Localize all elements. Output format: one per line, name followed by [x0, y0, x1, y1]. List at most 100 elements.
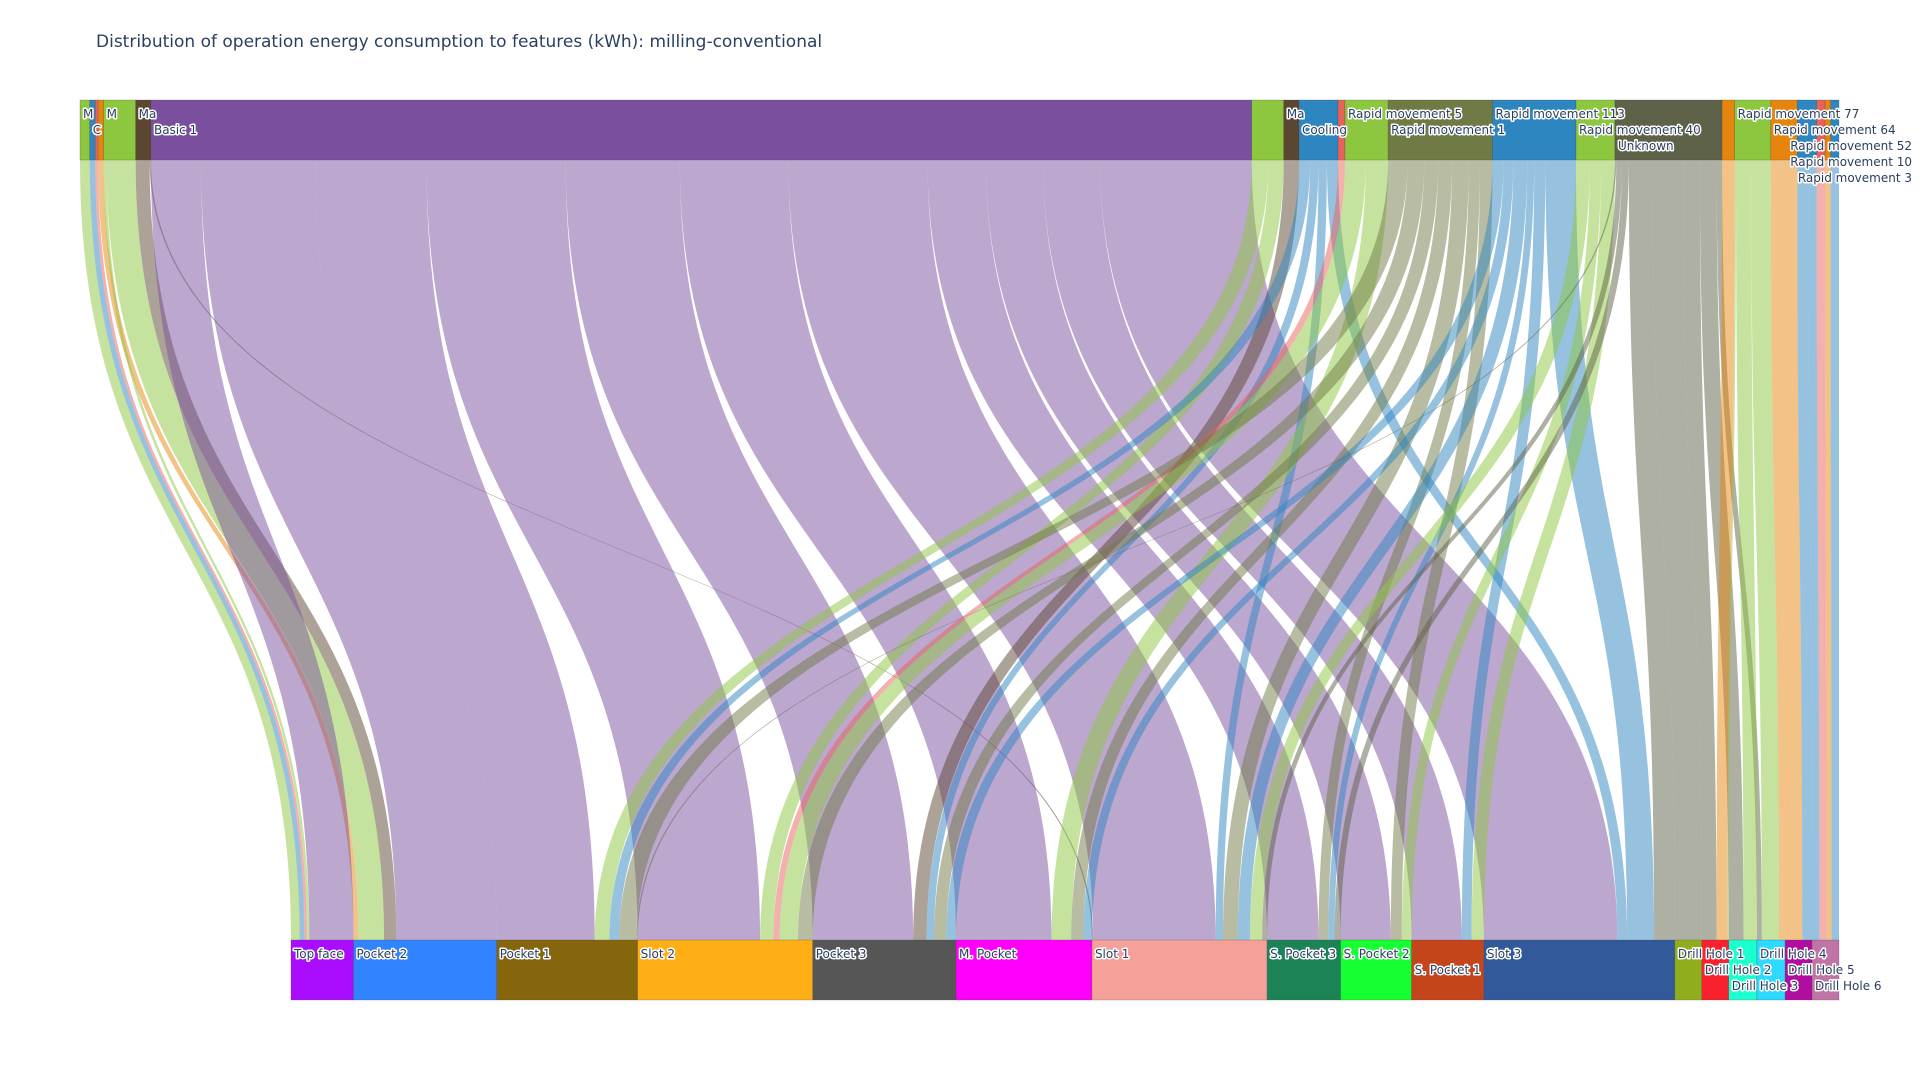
sankey-link[interactable]	[1825, 160, 1832, 940]
sankey-link[interactable]	[1471, 160, 1615, 940]
source-node[interactable]	[1298, 99, 1339, 161]
target-node[interactable]	[353, 939, 497, 1001]
sankey-link[interactable]	[946, 160, 1504, 940]
target-node-label: Drill Hole 2	[1705, 963, 1772, 977]
source-node-label: C	[93, 123, 101, 137]
sankey-link[interactable]	[1042, 160, 1462, 940]
source-node[interactable]	[1721, 99, 1735, 161]
source-node[interactable]	[150, 99, 1252, 161]
sankey-link[interactable]	[1830, 160, 1839, 940]
target-node[interactable]	[1340, 939, 1412, 1001]
sankey-link[interactable]	[798, 160, 1425, 940]
sankey-link[interactable]	[95, 160, 307, 940]
sankey-link[interactable]	[1401, 160, 1602, 940]
source-node-label: Rapid movement 52	[1790, 139, 1912, 153]
sankey-link[interactable]	[1777, 160, 1803, 940]
source-node[interactable]	[1575, 99, 1616, 161]
sankey-link[interactable]	[1716, 160, 1762, 940]
sankey-link[interactable]	[609, 160, 1311, 940]
source-node-label: Ma	[1287, 107, 1305, 121]
sankey-link[interactable]	[1683, 160, 1717, 940]
target-node-label: Drill Hole 4	[1760, 947, 1827, 961]
sankey-link[interactable]	[1628, 160, 1675, 940]
sankey-link[interactable]	[1083, 160, 1514, 940]
source-node-label: Rapid movement 64	[1774, 123, 1896, 137]
sankey-link[interactable]	[1318, 160, 1480, 940]
sankey-link[interactable]	[1262, 160, 1622, 940]
source-node-label: Rapid movement 77	[1738, 107, 1860, 121]
sankey-link[interactable]	[1326, 160, 1628, 940]
sankey-link[interactable]	[773, 160, 1345, 940]
target-node[interactable]	[637, 939, 813, 1001]
target-node[interactable]	[1091, 939, 1268, 1001]
sankey-link[interactable]	[98, 160, 359, 940]
chart-title: Distribution of operation energy consump…	[96, 32, 823, 52]
source-node-label: M	[107, 107, 117, 121]
sankey-link[interactable]	[1652, 160, 1702, 940]
target-node[interactable]	[496, 939, 638, 1001]
sankey-link[interactable]	[201, 160, 497, 940]
sankey-link[interactable]	[315, 160, 595, 940]
source-node-label: Rapid movement 1	[1391, 123, 1505, 137]
sankey-link[interactable]	[779, 160, 1366, 940]
source-node[interactable]	[1387, 99, 1493, 161]
sankey-link[interactable]	[89, 160, 305, 940]
source-node[interactable]	[1830, 99, 1840, 161]
sankey-link[interactable]	[1770, 160, 1786, 940]
source-node[interactable]	[1734, 99, 1772, 161]
target-node-label: Slot 3	[1487, 947, 1521, 961]
sankey-link[interactable]	[1797, 160, 1813, 940]
sankey-link[interactable]	[1237, 160, 1528, 940]
sankey-link[interactable]	[1071, 160, 1453, 940]
sankey-link[interactable]	[1249, 160, 1590, 940]
sankey-link[interactable]	[933, 160, 1439, 940]
source-node[interactable]	[1344, 99, 1389, 161]
target-node-label: M. Pocket	[959, 947, 1017, 961]
source-node-label: Rapid movement 113	[1495, 107, 1624, 121]
sankey-link[interactable]	[1716, 160, 1735, 940]
target-node[interactable]	[1411, 939, 1485, 1001]
source-node[interactable]	[1492, 99, 1577, 161]
target-node-label: Slot 1	[1095, 947, 1129, 961]
target-node[interactable]	[290, 939, 354, 1001]
source-node-label: Ma	[139, 107, 157, 121]
source-node-label: M	[83, 107, 93, 121]
sankey-link[interactable]	[594, 160, 1269, 940]
sankey-link[interactable]	[1222, 160, 1469, 940]
target-node-label: Drill Hole 5	[1788, 963, 1855, 977]
sankey-link[interactable]	[80, 160, 300, 940]
target-node[interactable]	[1483, 939, 1676, 1001]
target-node-label: Drill Hole 6	[1815, 979, 1882, 993]
sankey-link[interactable]	[1808, 160, 1820, 940]
target-node[interactable]	[1811, 939, 1840, 1001]
sankey-link[interactable]	[1751, 160, 1779, 940]
sankey-link[interactable]	[788, 160, 1216, 940]
target-node[interactable]	[1701, 939, 1730, 1001]
source-node[interactable]	[1251, 99, 1284, 161]
target-node[interactable]	[1728, 939, 1758, 1001]
sankey-link[interactable]	[1328, 160, 1535, 940]
sankey-link[interactable]	[1215, 160, 1327, 940]
source-node-label: Rapid movement 10	[1790, 155, 1912, 169]
source-node-label: Rapid movement 40	[1579, 123, 1701, 137]
sankey-link[interactable]	[1736, 160, 1757, 940]
target-node[interactable]	[1784, 939, 1813, 1001]
sankey-link[interactable]	[619, 160, 1408, 940]
sankey-link[interactable]	[636, 160, 1617, 940]
sankey-link[interactable]	[150, 160, 354, 940]
target-node-label: Slot 2	[641, 947, 675, 961]
sankey-link[interactable]	[1727, 160, 1737, 940]
source-node[interactable]	[1614, 99, 1723, 161]
sankey-link[interactable]	[103, 160, 310, 940]
sankey-link[interactable]	[926, 160, 1319, 940]
sankey-link[interactable]	[1334, 160, 1629, 940]
target-node-label: Top face	[293, 947, 344, 961]
sankey-link[interactable]	[1816, 160, 1827, 940]
target-node-label: S. Pocket 3	[1270, 947, 1336, 961]
links-layer	[80, 160, 1839, 940]
nodes-layer	[79, 99, 1840, 1001]
source-node-label: Cooling	[1302, 123, 1347, 137]
target-node-label: Pocket 3	[816, 947, 867, 961]
source-node-label: Basic 1	[154, 123, 197, 137]
target-node[interactable]	[812, 939, 957, 1001]
